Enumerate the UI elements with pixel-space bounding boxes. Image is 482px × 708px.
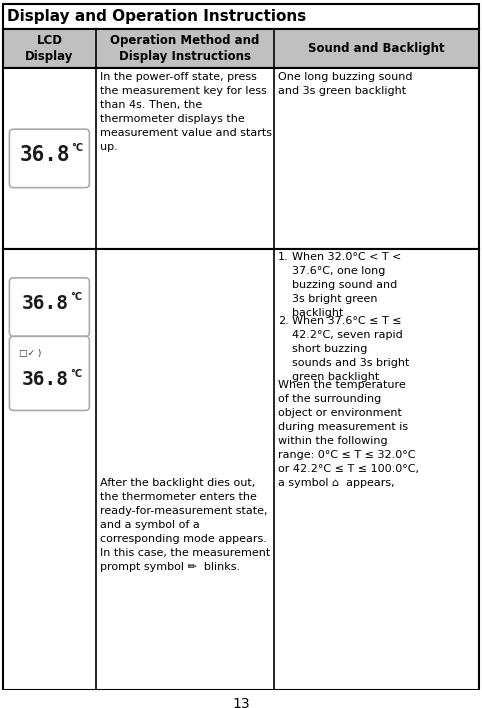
Text: 1.: 1. (278, 253, 289, 263)
Text: In the power-off state, press
the measurement key for less
than 4s. Then, the
th: In the power-off state, press the measur… (100, 72, 272, 152)
Text: Operation Method and
Display Instructions: Operation Method and Display Instruction… (110, 34, 260, 63)
FancyBboxPatch shape (10, 336, 89, 411)
Text: 36.8: 36.8 (20, 144, 71, 164)
Bar (3, 68, 479, 249)
Text: °C: °C (70, 370, 82, 379)
Text: 13: 13 (232, 697, 250, 708)
Text: □✓ ): □✓ ) (19, 349, 42, 358)
Text: °C: °C (71, 143, 83, 153)
Text: When 37.6°C ≤ T ≤
42.2°C, seven rapid
short buzzing
sounds and 3s bright
green b: When 37.6°C ≤ T ≤ 42.2°C, seven rapid sh… (292, 316, 410, 382)
Bar (3, 29, 479, 68)
Text: °C: °C (70, 292, 82, 302)
Bar (3, 4, 479, 29)
Text: 36.8: 36.8 (22, 294, 69, 313)
Text: Display and Operation Instructions: Display and Operation Instructions (7, 9, 306, 24)
Text: When the temperature
of the surrounding
object or environment
during measurement: When the temperature of the surrounding … (278, 380, 419, 489)
FancyBboxPatch shape (10, 278, 89, 336)
Text: 36.8: 36.8 (22, 370, 69, 389)
Bar (3, 249, 479, 690)
Text: One long buzzing sound
and 3s green backlight: One long buzzing sound and 3s green back… (278, 72, 413, 96)
Text: 2.: 2. (278, 316, 289, 326)
FancyBboxPatch shape (10, 129, 89, 188)
Text: When 32.0°C < T <
37.6°C, one long
buzzing sound and
3s bright green
backlight: When 32.0°C < T < 37.6°C, one long buzzi… (292, 253, 402, 319)
Text: LCD
Display: LCD Display (25, 34, 74, 63)
Text: After the backlight dies out,
the thermometer enters the
ready-for-measurement s: After the backlight dies out, the thermo… (100, 478, 270, 572)
Text: Sound and Backlight: Sound and Backlight (308, 42, 445, 55)
